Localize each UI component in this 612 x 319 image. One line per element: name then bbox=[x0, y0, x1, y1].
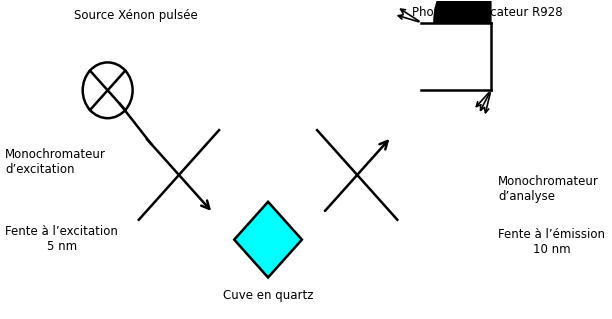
Text: Monochromateur
d’excitation: Monochromateur d’excitation bbox=[5, 148, 106, 176]
Text: Fente à l’émission
10 nm: Fente à l’émission 10 nm bbox=[498, 228, 605, 256]
Text: Fente à l’excitation
5 nm: Fente à l’excitation 5 nm bbox=[5, 225, 118, 253]
Text: Cuve en quartz: Cuve en quartz bbox=[223, 289, 313, 302]
Text: Source Xénon pulsée: Source Xénon pulsée bbox=[74, 9, 198, 22]
Polygon shape bbox=[234, 202, 302, 278]
Text: Monochromateur
d’analyse: Monochromateur d’analyse bbox=[498, 175, 599, 203]
Polygon shape bbox=[434, 0, 491, 23]
Text: Photomultiplicateur R928: Photomultiplicateur R928 bbox=[412, 6, 563, 19]
